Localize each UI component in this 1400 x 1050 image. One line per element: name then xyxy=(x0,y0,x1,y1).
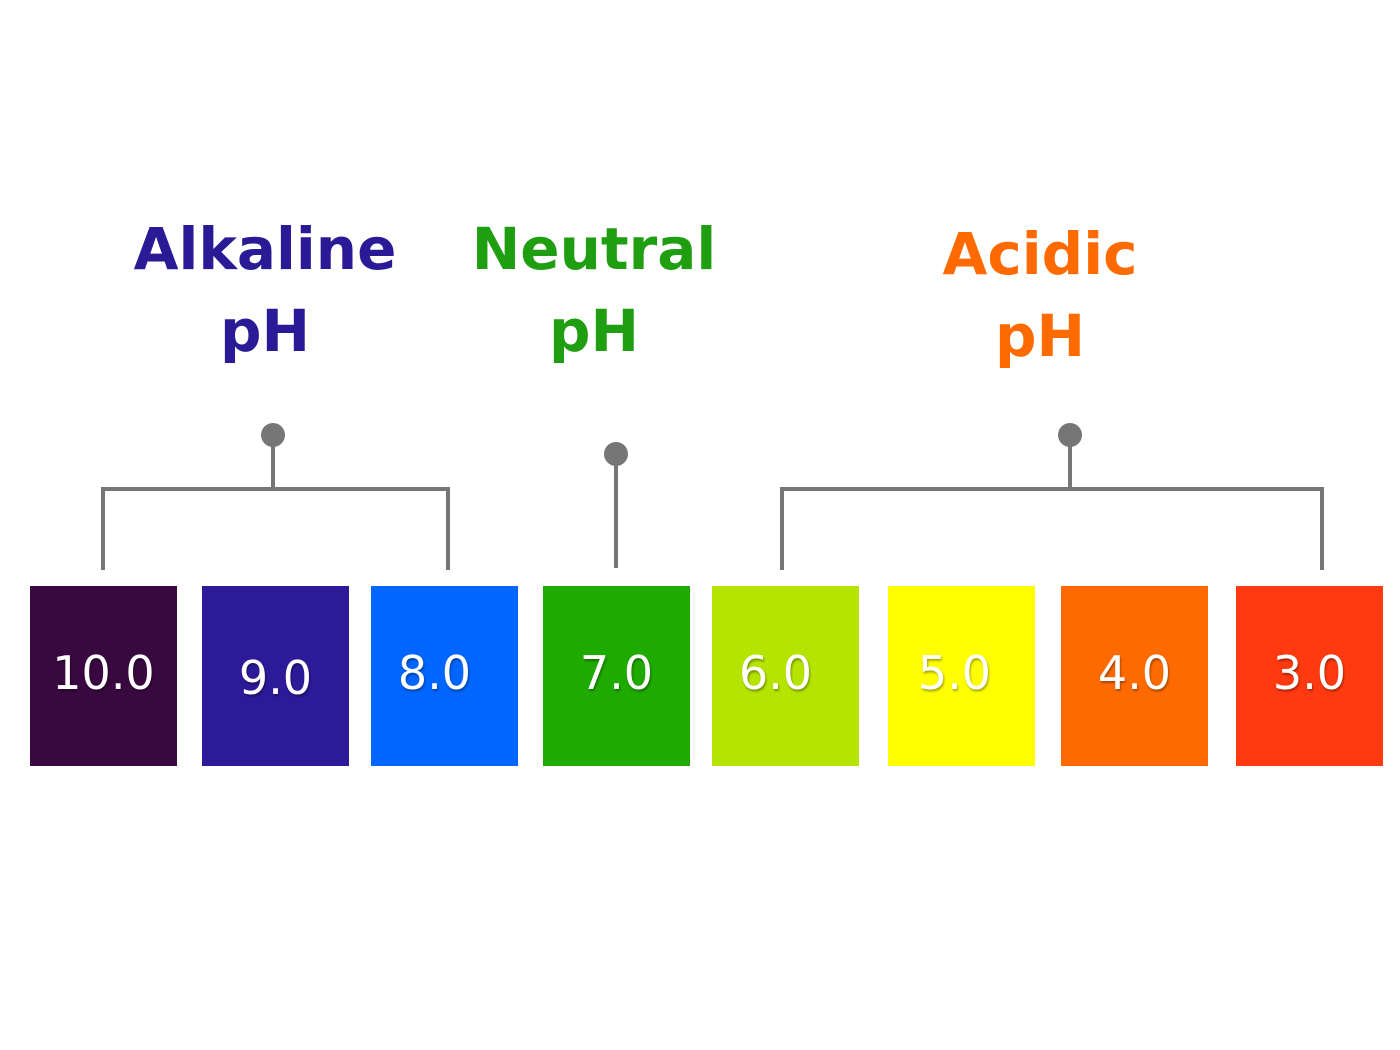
ph-swatch-9: 9.0 xyxy=(202,586,349,766)
neutral-label-line2: pH xyxy=(548,297,640,365)
ph-swatch-8: 8.0 xyxy=(371,586,518,766)
ph-swatch-3: 3.0 xyxy=(1236,586,1383,766)
ph-swatch-6: 6.0 xyxy=(712,586,859,766)
ph-value: 10.0 xyxy=(52,646,155,700)
ph-value: 6.0 xyxy=(738,646,813,700)
neutral-bracket-dot xyxy=(604,442,628,466)
alkaline-label-line1: Alkaline xyxy=(133,215,397,283)
neutral-label-line1: Neutral xyxy=(471,215,717,283)
ph-value: 4.0 xyxy=(1097,646,1172,700)
ph-swatch-10: 10.0 xyxy=(30,586,177,766)
alkaline-bracket-line xyxy=(101,487,450,570)
ph-value: 9.0 xyxy=(238,651,313,705)
ph-value: 7.0 xyxy=(579,646,654,700)
acidic-bracket-line xyxy=(780,487,1324,570)
ph-value: 8.0 xyxy=(397,646,472,700)
ph-value: 3.0 xyxy=(1272,646,1347,700)
acidic-bracket-dot xyxy=(1058,423,1082,447)
acidic-bracket xyxy=(780,435,1324,570)
ph-swatch-5: 5.0 xyxy=(888,586,1035,766)
alkaline-bracket xyxy=(101,435,450,570)
alkaline-bracket-dot xyxy=(261,423,285,447)
ph-swatch-4: 4.0 xyxy=(1061,586,1208,766)
alkaline-label: Alkaline pH xyxy=(120,208,410,372)
acidic-label-line2: pH xyxy=(994,302,1086,370)
alkaline-label-line2: pH xyxy=(219,297,311,365)
ph-value: 5.0 xyxy=(917,646,992,700)
ph-swatch-7: 7.0 xyxy=(543,586,690,766)
neutral-label: Neutral pH xyxy=(462,208,726,372)
acidic-label: Acidic pH xyxy=(925,213,1155,377)
acidic-label-line1: Acidic xyxy=(942,220,1138,288)
